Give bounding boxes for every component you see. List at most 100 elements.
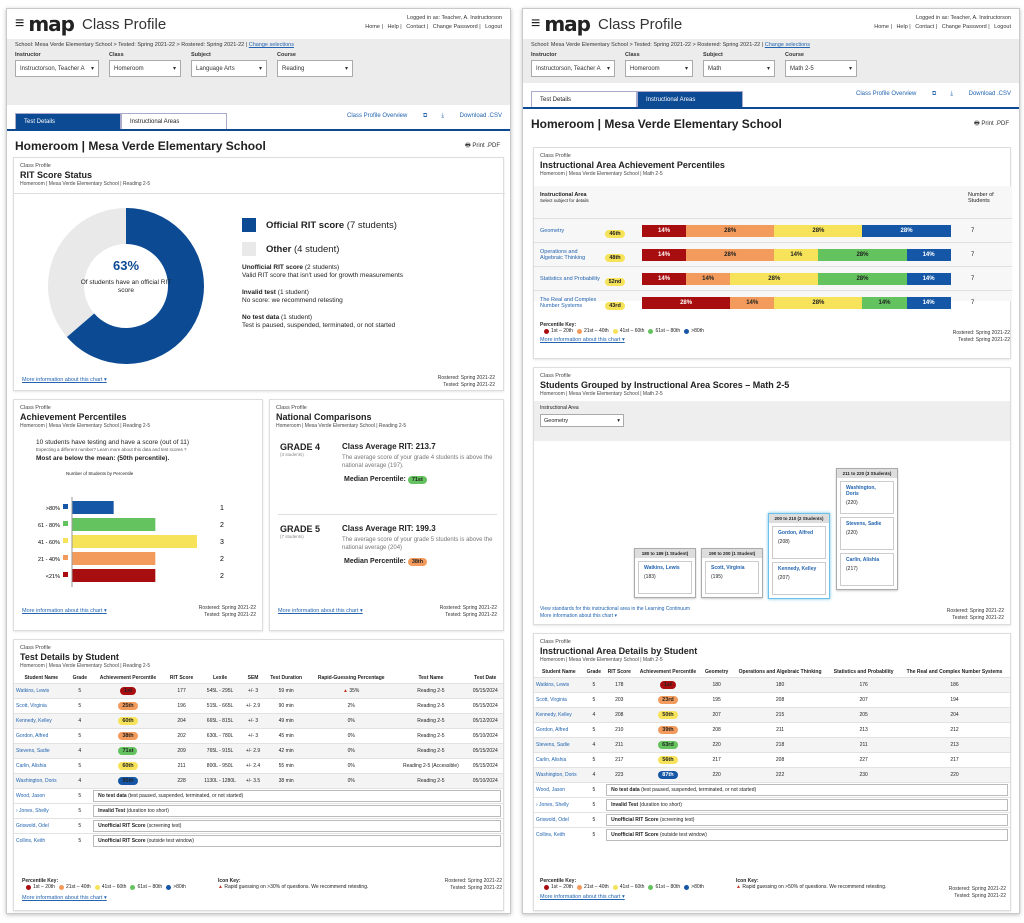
group-student-card[interactable]: Carlin, Alishia (217) xyxy=(840,553,894,586)
ia-name-link[interactable]: The Real and Complex Number Systems xyxy=(540,296,597,309)
download-csv-button[interactable]: ⤓ Download .CSV xyxy=(441,113,502,119)
table-cell: 209 xyxy=(164,743,199,759)
view-standards-link[interactable]: View standards for this instructional ar… xyxy=(540,606,690,612)
ia-achievement-card: Class Profile Instructional Area Achieve… xyxy=(533,147,1012,359)
change-selections-link[interactable]: Change selections xyxy=(764,42,810,48)
ia-name-link[interactable]: Geometry xyxy=(540,227,565,234)
class-select[interactable]: Homeroom ▾ xyxy=(109,60,181,77)
grade4-label: GRADE 4 xyxy=(280,442,321,452)
subject-select[interactable]: Math ▾ xyxy=(703,60,775,77)
ia-name-link[interactable]: Operations and Algebraic Thinking xyxy=(540,248,586,261)
column-header[interactable]: Grade xyxy=(586,669,602,675)
home-link[interactable]: Home xyxy=(365,24,380,30)
more-info-link[interactable]: More information about this chart ▾ xyxy=(22,377,107,383)
student-name-link[interactable]: Wood, Jason xyxy=(534,782,584,798)
student-name-link[interactable]: Griswold, Odel xyxy=(534,812,584,828)
student-name-link[interactable]: Gordon, Alfred xyxy=(14,728,69,744)
class-select[interactable]: Homeroom ▾ xyxy=(625,60,693,77)
column-header[interactable]: Achievement Percentile xyxy=(639,669,697,675)
column-header[interactable]: Lexile xyxy=(212,675,228,681)
course-select[interactable]: Reading ▾ xyxy=(277,60,353,77)
student-name-link[interactable]: Stevens, Sadie xyxy=(534,737,584,753)
download-csv-button[interactable]: ⤓ Download .CSV xyxy=(950,91,1011,97)
bar-value-label: 2 xyxy=(220,573,224,580)
column-header[interactable]: The Real and Complex Number Systems xyxy=(906,669,1003,675)
column-header[interactable]: Grade xyxy=(72,675,88,681)
tab-instructional-areas[interactable]: Instructional Areas xyxy=(121,113,227,129)
column-header[interactable]: Student Name xyxy=(24,675,59,681)
contact-link[interactable]: Contact xyxy=(915,24,935,30)
more-info-link[interactable]: More information about this chart ▾ xyxy=(22,608,107,614)
student-name-link[interactable]: Stevens, Sadie xyxy=(14,743,69,759)
group-student-card[interactable]: Kennedy, Kelley (207) xyxy=(772,562,826,595)
tab-test-details[interactable]: Test Details xyxy=(15,113,121,129)
student-name-link[interactable]: Scott, Virginia xyxy=(534,692,584,708)
class-profile-overview-link[interactable]: Class Profile Overview xyxy=(346,113,408,119)
column-header[interactable]: RIT Score xyxy=(169,675,194,681)
logout-link[interactable]: Logout xyxy=(994,24,1011,30)
change-selections-link[interactable]: Change selections xyxy=(248,42,294,48)
student-name-link[interactable]: Collins, Keith xyxy=(14,833,69,849)
print-pdf-button[interactable]: 🖶 Print .PDF xyxy=(973,121,1009,127)
hamburger-menu-icon[interactable]: ≡ xyxy=(15,15,25,32)
column-header[interactable]: Statistics and Probability xyxy=(833,669,894,675)
column-header[interactable]: Achievement Percentile xyxy=(99,675,157,681)
more-info-link[interactable]: More information about this chart ▾ xyxy=(540,894,625,900)
more-info-link[interactable]: More information about this chart ▾ xyxy=(540,613,617,619)
more-info-link[interactable]: More information about this chart ▾ xyxy=(540,337,625,343)
column-header[interactable]: Test Name xyxy=(418,675,444,681)
column-header[interactable]: Operations and Algebraic Thinking xyxy=(738,669,822,675)
column-header[interactable]: Student Name xyxy=(541,669,576,675)
percentile-cell: 71st xyxy=(91,743,165,759)
student-name-link[interactable]: › Jones, Shelly xyxy=(534,797,584,813)
home-link[interactable]: Home xyxy=(874,24,889,30)
print-pdf-button[interactable]: 🖶 Print .PDF xyxy=(464,143,500,149)
student-name-link[interactable]: Kennedy, Kelley xyxy=(14,713,69,729)
student-name-link[interactable]: › Jones, Shelly xyxy=(14,803,69,819)
change-password-link[interactable]: Change Password xyxy=(941,24,987,30)
column-header[interactable]: RIT Score xyxy=(607,669,631,675)
subject-select[interactable]: Language Arts ▾ xyxy=(191,60,267,77)
student-name-link[interactable]: Carlin, Alishia xyxy=(534,752,584,768)
logout-link[interactable]: Logout xyxy=(485,24,502,30)
tab-instructional-areas[interactable]: Instructional Areas xyxy=(637,91,743,107)
student-name-link[interactable]: Carlin, Alishia xyxy=(14,758,69,774)
more-info-link[interactable]: More information about this chart ▾ xyxy=(22,895,107,901)
more-info-link[interactable]: More information about this chart ▾ xyxy=(278,608,363,614)
student-name-link[interactable]: Watkins, Lewis xyxy=(534,677,584,693)
table-cell: 05/12/2024 xyxy=(467,713,503,729)
column-header[interactable]: Test Duration xyxy=(270,675,303,681)
column-header[interactable]: SEM xyxy=(247,675,259,681)
course-select[interactable]: Math 2-5 ▾ xyxy=(785,60,857,77)
student-name-link[interactable]: Gordon, Alfred xyxy=(534,722,584,738)
group-student-card[interactable]: Stevens, Sadie (220) xyxy=(840,517,894,550)
change-password-link[interactable]: Change Password xyxy=(432,24,478,30)
class-profile-overview-link[interactable]: Class Profile Overview xyxy=(855,91,917,97)
instructor-select[interactable]: Instructorson, Teacher A ▾ xyxy=(15,60,99,77)
student-name-link[interactable]: Washington, Doris xyxy=(534,767,584,783)
column-header[interactable]: Geometry xyxy=(705,669,729,675)
hamburger-menu-icon[interactable]: ≡ xyxy=(531,15,541,32)
student-name-link[interactable]: Wood, Jason xyxy=(14,788,69,804)
group-student-card[interactable]: Scott, Virginia (195) xyxy=(705,561,759,594)
learn-more-link[interactable]: Expecting a different number? Learn more… xyxy=(36,447,183,452)
instructor-select[interactable]: Instructorson, Teacher A ▾ xyxy=(531,60,615,77)
student-name-link[interactable]: Scott, Virginia xyxy=(14,698,69,714)
column-header[interactable]: Rapid-Guessing Percentage xyxy=(317,675,385,681)
column-header[interactable]: Test Date xyxy=(474,675,497,681)
group-student-card[interactable]: Watkins, Lewis (183) xyxy=(638,561,692,594)
student-name-link[interactable]: Collins, Keith xyxy=(534,827,584,843)
ia-name-link[interactable]: Statistics and Probability xyxy=(540,275,600,282)
contact-link[interactable]: Contact xyxy=(406,24,426,30)
group-student-card[interactable]: Washington, Doris (220) xyxy=(840,481,894,514)
area-select[interactable]: Geometry ▾ xyxy=(540,414,624,427)
tab-test-details[interactable]: Test Details xyxy=(531,91,637,107)
help-link[interactable]: Help xyxy=(387,24,399,30)
student-name-link[interactable]: Washington, Doris xyxy=(14,773,69,789)
group-student-card[interactable]: Gordon, Alfred (208) xyxy=(772,526,826,559)
warning-icon: ▲ xyxy=(343,688,348,694)
student-name-link[interactable]: Watkins, Lewis xyxy=(14,683,69,699)
student-name-link[interactable]: Kennedy, Kelley xyxy=(534,707,584,723)
help-link[interactable]: Help xyxy=(896,24,908,30)
student-name-link[interactable]: Griswold, Odel xyxy=(14,818,69,834)
